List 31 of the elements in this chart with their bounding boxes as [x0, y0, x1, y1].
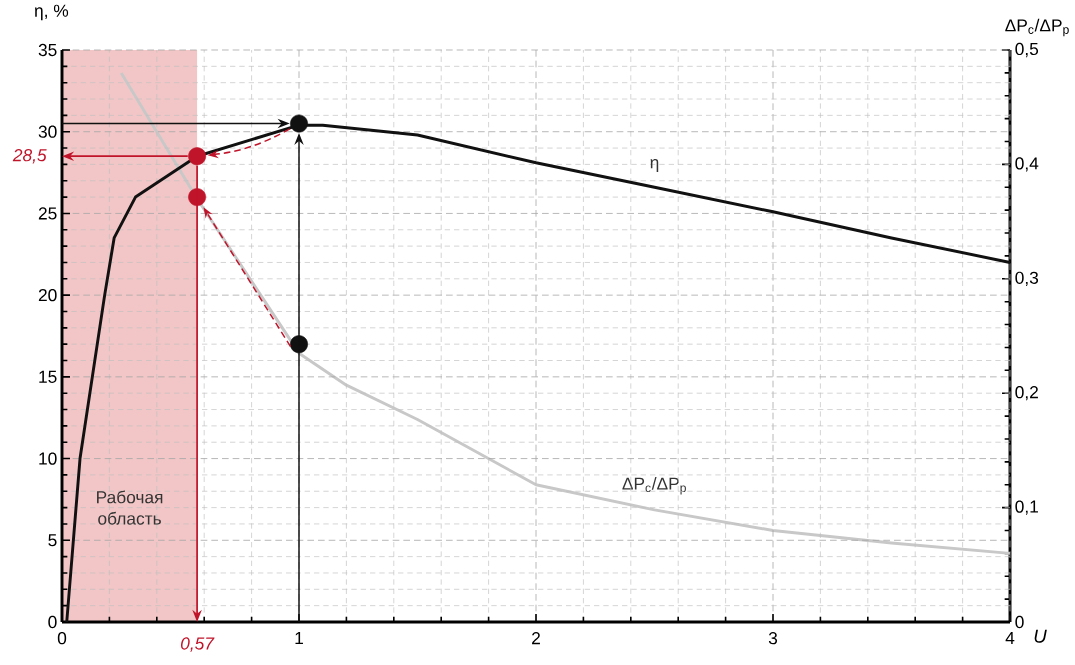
y2-tick-label: 0 [1015, 615, 1024, 629]
y2-tick-label: 0,5 [1015, 42, 1039, 58]
y2-tick-label: 0,4 [1015, 157, 1039, 172]
x-tick-label: 1 [295, 632, 303, 644]
y-tick-label: 30 [38, 125, 57, 138]
y-tick-label: 25 [38, 207, 57, 220]
x-axis-title: U [1034, 629, 1047, 643]
y-tick-label: 5 [48, 534, 57, 547]
series-label: η [650, 158, 659, 172]
series-label: ΔP$_{c}$/ΔP$_{p}$ [622, 477, 686, 495]
y-tick-label: 0 [48, 615, 57, 629]
y-tick-label: 20 [38, 289, 57, 302]
x-tick-label: 3 [768, 632, 778, 645]
point [188, 147, 207, 166]
y2-tick-label: 0,3 [1015, 271, 1039, 286]
x-tick-label: 2 [532, 632, 540, 645]
ref-line-label: 28,5 [12, 149, 47, 164]
point [188, 188, 207, 207]
y-tick-label: 35 [38, 43, 57, 57]
y-tick-label: 10 [39, 452, 57, 465]
x-tick-label: 0 [57, 632, 67, 645]
y-tick-label: 15 [39, 370, 57, 383]
y-axis-title: η, % [34, 4, 69, 21]
ref-line-label: 0,57 [180, 637, 215, 652]
y2-tick-label: 0,1 [1015, 500, 1038, 515]
x-tick-label: 4 [1005, 632, 1015, 644]
point [290, 114, 308, 133]
point [290, 335, 308, 354]
y2-axis-title: ΔP$_{c}$/ΔP$_{p}$ [1005, 18, 1069, 37]
band-label: Рабочая область [97, 490, 163, 525]
y2-tick-label: 0,2 [1015, 386, 1038, 401]
